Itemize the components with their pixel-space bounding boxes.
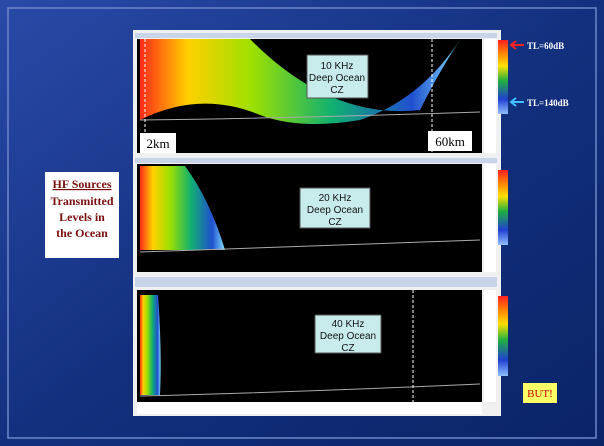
panel-label: Deep Ocean [320,331,376,342]
bottom [139,383,481,397]
bottom [139,239,481,253]
field [140,295,161,395]
field [140,39,460,124]
arrow [509,97,524,107]
sidebar-line: Transmitted [50,194,113,208]
panel-label: CZ [330,85,343,96]
note-box [140,133,176,153]
colorbar [498,170,508,245]
panel-label: Deep Ocean [309,73,365,84]
sidebar-line: the Ocean [56,226,108,240]
tl-high: TL=60dB [527,41,564,51]
range-end: 60km [435,134,465,149]
axis [484,164,496,272]
note-box [428,131,472,151]
plot [137,290,482,402]
panel-label: 20 KHz [319,193,352,204]
panel-label: 40 KHz [332,319,365,330]
panel-label: CZ [341,343,354,354]
axis [484,290,496,402]
colorbar [498,40,508,114]
label-box [306,54,369,99]
sidebar-line: Levels in [59,210,105,224]
bottom [139,111,481,121]
frame [7,7,597,439]
colorbar [498,296,508,376]
label-box [314,314,382,354]
sidebar-box [45,172,119,258]
panel-label: CZ [328,217,341,228]
tl-low: TL=140dB [527,98,569,108]
field [140,166,225,250]
titlebar [135,158,497,163]
arrow [509,40,524,50]
label-box [299,187,371,229]
sidebar-title: HF Sources [53,177,112,191]
range-start: 2km [146,136,169,151]
but-box [523,383,557,403]
axis [484,39,496,153]
titlebar [135,33,497,38]
panel-label: 10 KHz [321,61,354,72]
toolbar [135,277,497,287]
panel-label: Deep Ocean [307,205,363,216]
but-note: BUT! [527,388,553,400]
axis [137,402,482,414]
